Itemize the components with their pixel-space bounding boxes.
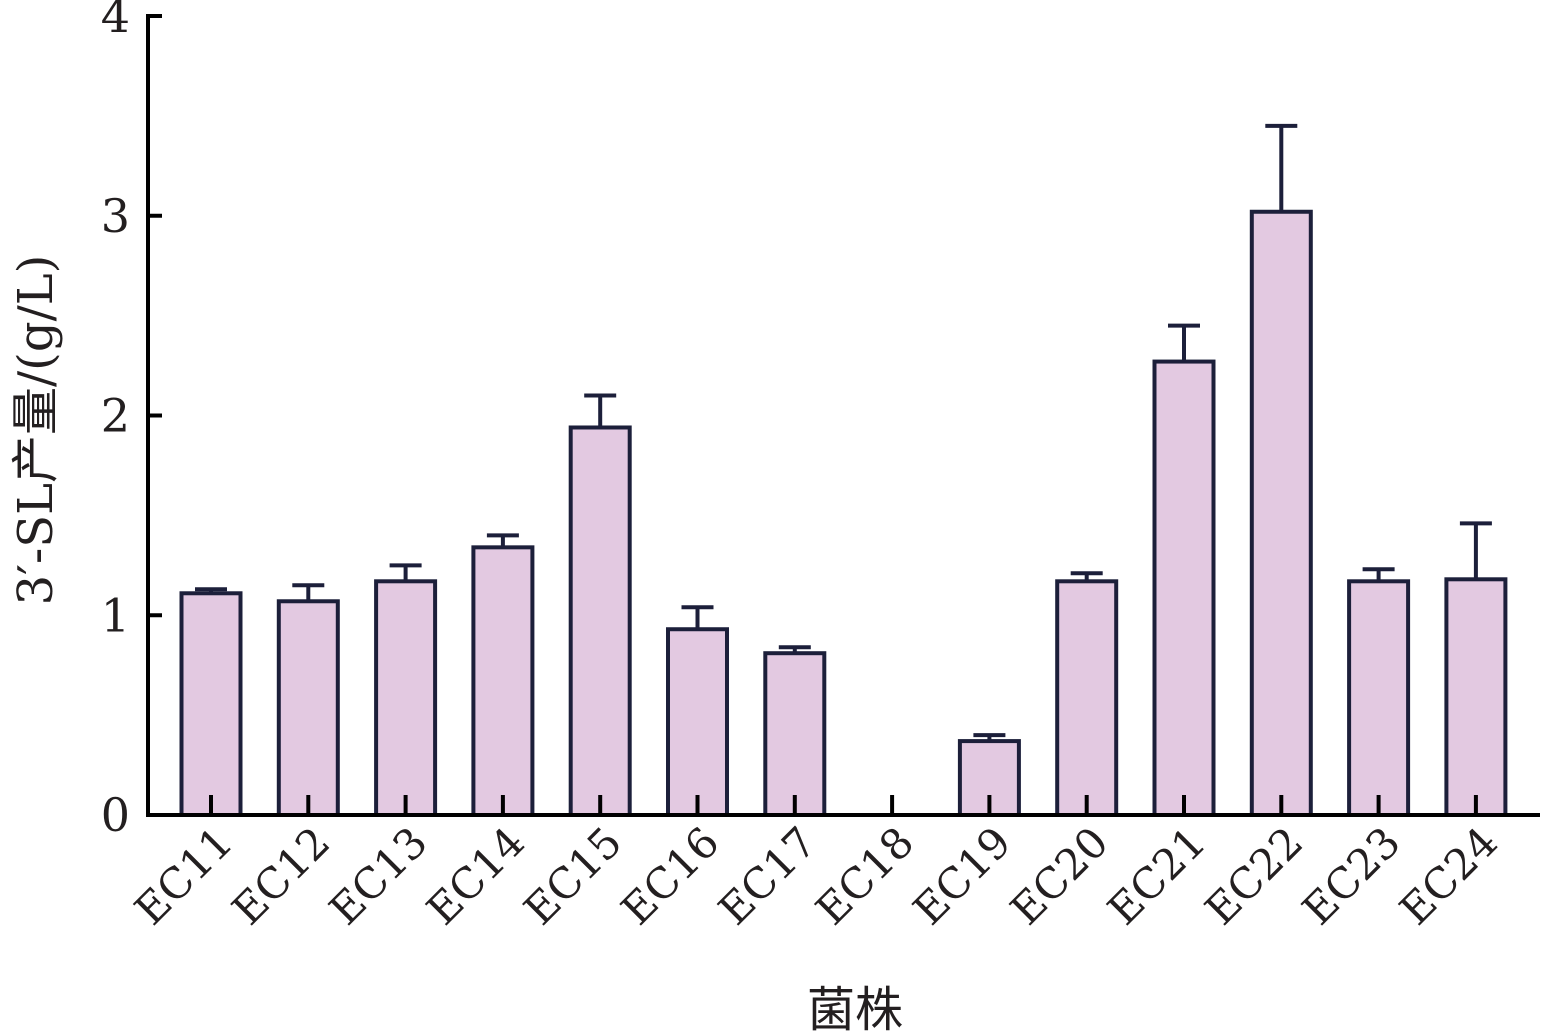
bar-EC17 xyxy=(763,651,827,818)
y-tick-label-2: 2 xyxy=(101,389,130,443)
y-tick-label-1: 1 xyxy=(101,588,130,642)
x-tick-label-EC12: EC12 xyxy=(223,817,340,934)
x-tick-label-EC18: EC18 xyxy=(806,817,923,934)
bar-EC23 xyxy=(1347,579,1411,817)
x-tick-label-EC13: EC13 xyxy=(320,817,437,934)
x-tick-label-EC20: EC20 xyxy=(1001,817,1118,934)
x-tick-label-EC14: EC14 xyxy=(417,817,534,934)
x-tick-label-EC24: EC24 xyxy=(1390,817,1507,934)
x-tick-label-EC11: EC11 xyxy=(125,817,242,934)
bar-EC24 xyxy=(1444,577,1508,817)
bar-EC11 xyxy=(179,591,243,818)
bar-EC16 xyxy=(666,627,729,817)
x-tick-label-EC22: EC22 xyxy=(1196,817,1313,934)
bar-EC20 xyxy=(1055,579,1119,817)
y-tick-label-3: 3 xyxy=(101,189,130,243)
x-tick-label-EC21: EC21 xyxy=(1098,817,1215,934)
x-tick-label-EC23: EC23 xyxy=(1293,817,1410,934)
x-tick-label-EC19: EC19 xyxy=(904,817,1021,934)
x-tick-label-EC16: EC16 xyxy=(612,817,729,934)
y-ticks-group: 0 1 2 3 4 xyxy=(101,0,162,842)
bar-EC14 xyxy=(471,545,535,818)
bar-EC13 xyxy=(374,579,438,817)
bars-group xyxy=(179,209,1508,818)
bar-EC15 xyxy=(568,425,632,817)
x-tick-label-EC15: EC15 xyxy=(514,817,631,934)
bar-EC21 xyxy=(1152,359,1216,817)
y-axis-title: 3′-SL产量/(g/L) xyxy=(8,255,64,606)
x-tick-label-EC17: EC17 xyxy=(709,817,826,934)
bar-EC12 xyxy=(276,599,340,818)
y-tick-label-0: 0 xyxy=(101,788,130,842)
x-axis-title: 菌株 xyxy=(807,982,903,1036)
error-bars-group xyxy=(195,123,1492,742)
y-tick-label-4: 4 xyxy=(101,0,130,43)
axes-group xyxy=(146,14,1540,817)
bar-EC22 xyxy=(1249,209,1313,817)
